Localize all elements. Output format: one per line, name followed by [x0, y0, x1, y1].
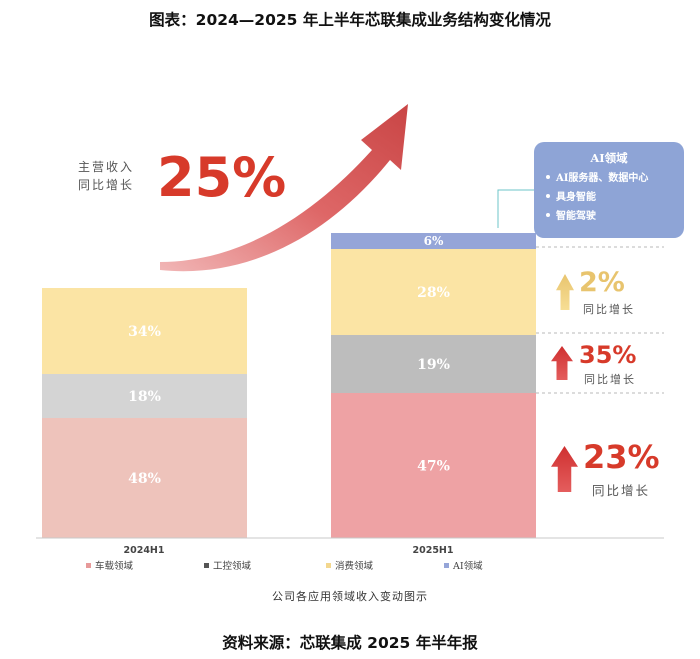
segment-growth-value-2: 23%	[583, 438, 660, 476]
ai-item-0: AI服务器、数据中心	[555, 171, 648, 184]
bar-label-2024H1-1: 18%	[128, 389, 161, 405]
growth-curved-arrow	[160, 104, 408, 272]
bar-label-2024H1-2: 34%	[128, 324, 161, 340]
bar-segment-2024H1-2	[42, 288, 247, 374]
bar-label-2025H1-0: 47%	[417, 459, 450, 475]
legend-swatch-2	[326, 563, 331, 568]
up-arrow-icon	[551, 346, 573, 380]
up-arrow-icon	[551, 446, 578, 492]
source-note: 资料来源：芯联集成 2025 年半年报	[222, 634, 478, 652]
legend-swatch-3	[444, 563, 449, 568]
bar-segment-2025H1-0	[331, 393, 536, 538]
legend-label-3: AI领域	[452, 560, 483, 572]
legend-swatch-0	[86, 563, 91, 568]
ai-item-1: 具身智能	[555, 190, 596, 203]
overall-growth-value: 25%	[157, 146, 286, 209]
ai-callout-connector	[497, 189, 534, 228]
overall-growth-label-line2: 同比增长	[78, 178, 134, 192]
bar-label-2025H1-1: 19%	[417, 357, 450, 373]
segment-growth-group: 2% 同比增长 35% 同比增长 23% 同比增长	[551, 267, 660, 498]
bar-segment-2024H1-0	[42, 418, 247, 538]
category-labels: 2024H1 2025H1	[123, 545, 453, 556]
legend-label-2: 消费领域	[335, 560, 374, 572]
up-arrow-icon	[556, 274, 574, 310]
ai-item-bullet-icon	[546, 175, 550, 179]
segment-growth-label-1: 同比增长	[584, 372, 636, 386]
overall-growth-label-line1: 主营收入	[78, 160, 134, 174]
legend-label-1: 工控领域	[213, 560, 252, 572]
bar-label-2025H1-3: 6%	[424, 234, 444, 248]
legend-swatch-1	[204, 563, 209, 568]
ai-item-bullet-icon	[546, 194, 550, 198]
segment-growth-value-0: 2%	[579, 267, 625, 298]
bar-label-2025H1-2: 28%	[417, 285, 450, 301]
ai-item-2: 智能驾驶	[556, 209, 596, 222]
bar-segment-2025H1-1	[331, 335, 536, 393]
ai-item-bullet-icon	[546, 213, 550, 217]
figure-title: 图表：2024—2025 年上半年芯联集成业务结构变化情况	[149, 11, 551, 29]
x-axis-label: 公司各应用领域收入变动图示	[272, 589, 428, 603]
segment-growth-label-0: 同比增长	[583, 302, 635, 316]
legend: 车载领域 工控领域 消费领域 AI领域	[86, 560, 483, 572]
category-label-2025H1: 2025H1	[412, 545, 453, 556]
bar-segment-2024H1-1	[42, 374, 247, 418]
legend-label-0: 车载领域	[95, 560, 134, 572]
bar-segment-2025H1-2	[331, 249, 536, 335]
bar-segment-2025H1-3	[331, 233, 536, 249]
ai-callout-title: AI领域	[589, 151, 628, 165]
category-label-2024H1: 2024H1	[123, 545, 164, 556]
bars-group: 48% 18% 34% 47% 19% 28% 6%	[42, 233, 536, 538]
bar-label-2024H1-0: 48%	[128, 471, 161, 487]
segment-growth-label-2: 同比增长	[592, 483, 650, 498]
segment-growth-value-1: 35%	[579, 341, 636, 369]
